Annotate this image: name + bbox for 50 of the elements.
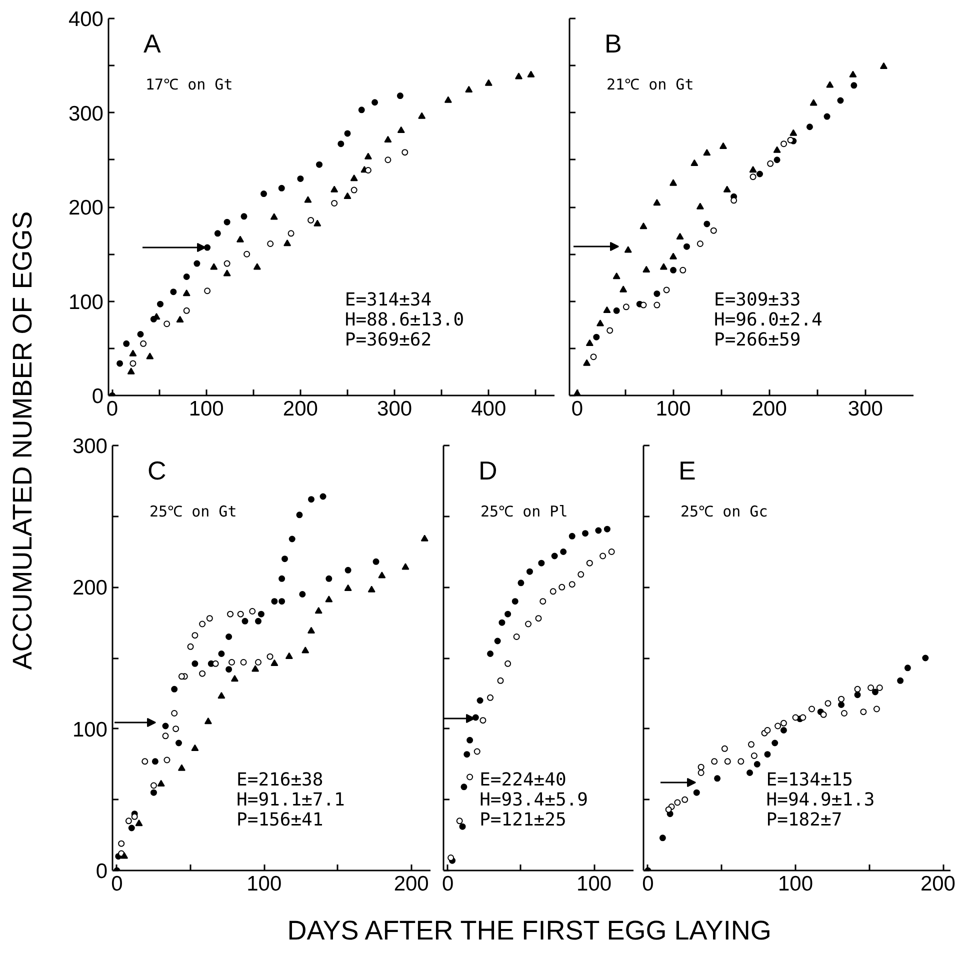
x-tick-label: 0 <box>642 872 654 896</box>
y-tick-label: 100 <box>68 290 104 314</box>
x-tick-label: 0 <box>442 872 454 896</box>
text: 17℃ on Gt <box>146 76 233 94</box>
annotation: P=369±62 <box>344 330 432 350</box>
annotation: E=224±40 <box>480 770 566 790</box>
x-tick-label: 100 <box>246 872 282 896</box>
x-tick-label: 100 <box>778 872 814 896</box>
y-tick-label: 400 <box>68 8 104 31</box>
chart-title: A <box>144 28 162 58</box>
x-tick-label: 100 <box>188 398 224 420</box>
x-axis-title: DAYS AFTER THE FIRST EGG LAYING <box>287 916 772 946</box>
y-tick-label: 200 <box>72 576 108 600</box>
y-tick-label: 300 <box>68 102 104 126</box>
annotation: H=93.4±5.9 <box>480 790 588 810</box>
annotation: P=182±7 <box>766 810 842 830</box>
text: 25℃ on Gc <box>680 502 768 520</box>
x-tick-label: 0 <box>571 398 584 420</box>
text: 25℃ on Pl <box>480 502 568 520</box>
chart-title: E <box>678 456 696 486</box>
x-tick-label: 200 <box>752 398 787 420</box>
annotation: E=309±33 <box>714 290 801 310</box>
annotation: E=134±15 <box>766 770 854 790</box>
y-tick-label: 100 <box>72 718 108 742</box>
annotation: H=96.0±2.4 <box>714 310 822 330</box>
chart-title: C <box>148 456 166 486</box>
x-tick-label: 300 <box>377 398 412 420</box>
annotation: H=88.6±13.0 <box>344 310 464 330</box>
text: 25℃ on Gt <box>150 502 237 520</box>
chart-title: B <box>604 28 622 58</box>
annotation: P=156±41 <box>236 810 324 830</box>
annotation: P=266±59 <box>714 330 801 350</box>
y-axis-title: ACCUMULATED NUMBER OF EGGS <box>8 211 38 670</box>
x-tick-label: 100 <box>576 872 612 896</box>
annotation: H=94.9±1.3 <box>766 790 875 810</box>
y-tick-label: 300 <box>72 435 108 458</box>
annotation: E=314±34 <box>344 290 432 310</box>
chart-title: D <box>478 456 498 486</box>
annotation: E=216±38 <box>236 770 324 790</box>
text: 21℃ on Gt <box>606 76 694 94</box>
annotation: P=121±25 <box>480 810 566 830</box>
x-tick-label: 200 <box>282 398 318 420</box>
y-tick-label: 200 <box>68 196 104 220</box>
x-tick-label: 400 <box>471 398 506 420</box>
x-tick-label: 100 <box>656 398 691 420</box>
x-tick-label: 200 <box>394 872 429 896</box>
x-tick-label: 200 <box>920 872 956 896</box>
annotation: H=91.1±7.1 <box>236 790 345 810</box>
x-tick-label: 0 <box>111 872 123 896</box>
x-tick-label: 300 <box>848 398 883 420</box>
